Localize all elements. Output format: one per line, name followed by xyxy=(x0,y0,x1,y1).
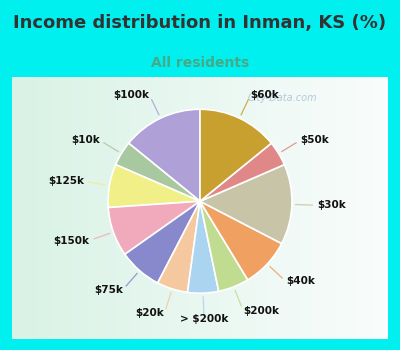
Text: $200k: $200k xyxy=(243,306,279,316)
Wedge shape xyxy=(200,201,248,291)
Wedge shape xyxy=(200,109,271,201)
Text: $20k: $20k xyxy=(136,308,164,318)
Text: $60k: $60k xyxy=(250,90,279,100)
Text: $75k: $75k xyxy=(94,285,123,295)
Text: $10k: $10k xyxy=(71,135,100,145)
Wedge shape xyxy=(200,164,292,244)
Wedge shape xyxy=(108,164,200,208)
Text: $150k: $150k xyxy=(53,236,89,246)
Wedge shape xyxy=(129,109,200,201)
Text: All residents: All residents xyxy=(151,56,249,70)
Text: $50k: $50k xyxy=(300,135,329,145)
Text: Income distribution in Inman, KS (%): Income distribution in Inman, KS (%) xyxy=(14,14,386,32)
Text: $125k: $125k xyxy=(48,176,84,186)
Wedge shape xyxy=(125,201,200,283)
Wedge shape xyxy=(200,143,284,201)
Text: City-Data.com: City-Data.com xyxy=(248,93,318,103)
Wedge shape xyxy=(116,143,200,201)
Text: $100k: $100k xyxy=(114,90,150,100)
Text: $40k: $40k xyxy=(286,276,315,286)
Text: $30k: $30k xyxy=(318,200,346,210)
Wedge shape xyxy=(108,201,200,254)
Wedge shape xyxy=(200,201,282,280)
Wedge shape xyxy=(158,201,200,292)
Wedge shape xyxy=(188,201,219,293)
Text: > $200k: > $200k xyxy=(180,314,228,324)
